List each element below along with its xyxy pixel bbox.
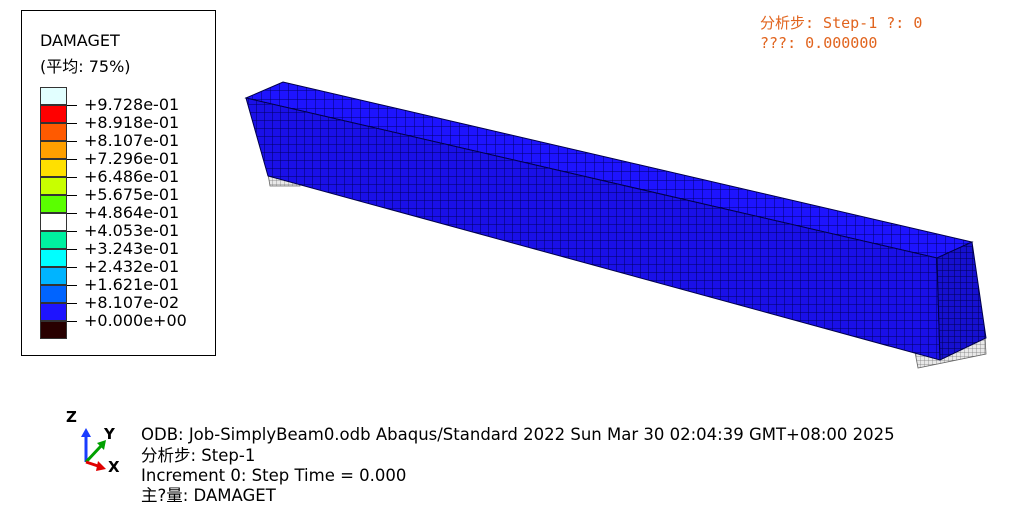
axis-y-label: Y (104, 425, 115, 443)
legend-swatch (40, 195, 67, 213)
legend-value-label: +9.728e-01 (84, 95, 180, 114)
beam-end-face (936, 241, 987, 361)
legend-value-label: +6.486e-01 (84, 167, 180, 186)
legend-value-label: +7.296e-01 (84, 149, 180, 168)
legend-swatch (40, 231, 67, 249)
legend-panel: DAMAGET (平均: 75%) +9.728e-01 +8.918e-01 +8… (21, 10, 216, 356)
legend-value-label: +8.107e-01 (84, 131, 180, 150)
legend-tick (67, 249, 77, 250)
legend-tick (67, 321, 77, 322)
axis-triad (81, 428, 106, 471)
axis-x-label: X (108, 458, 120, 476)
legend-value-label: +1.621e-01 (84, 275, 180, 294)
legend-value-label: +4.864e-01 (84, 203, 180, 222)
legend-value-label: +8.918e-01 (84, 113, 180, 132)
status-step: 分析步: Step-1 ?: 0 (760, 14, 923, 32)
status-frame: ???: 0.000000 (760, 34, 878, 52)
legend-tick (67, 213, 77, 214)
legend-swatch (40, 177, 67, 195)
legend-swatch (40, 159, 67, 177)
legend-swatch (40, 123, 67, 141)
legend-tick (67, 303, 77, 304)
legend-swatch (40, 213, 67, 231)
legend-swatch (40, 285, 67, 303)
legend-swatch (40, 249, 67, 267)
legend-swatch (40, 321, 67, 339)
legend-value-label: +5.675e-01 (84, 185, 180, 204)
legend-value-label: +0.000e+00 (84, 311, 187, 330)
variable-info: 主?量: DAMAGET (141, 486, 276, 505)
legend-value-label: +8.107e-02 (84, 293, 180, 312)
legend-swatch (40, 303, 67, 321)
legend-subtitle: (平均: 75%) (40, 57, 131, 76)
legend-tick (67, 285, 77, 286)
legend-tick (67, 141, 77, 142)
legend-tick (67, 105, 77, 106)
legend-tick (67, 177, 77, 178)
legend-swatch (40, 141, 67, 159)
increment-info: Increment 0: Step Time = 0.000 (141, 466, 407, 485)
legend-swatch (40, 87, 67, 105)
step-info: 分析步: Step-1 (141, 446, 256, 465)
legend-tick (67, 123, 77, 124)
legend-value-label: +2.432e-01 (84, 257, 180, 276)
odb-info: ODB: Job-SimplyBeam0.odb Abaqus/Standard… (141, 425, 895, 444)
legend-tick (67, 195, 77, 196)
axis-z-label: Z (66, 408, 77, 426)
legend-tick (67, 267, 77, 268)
legend-swatch (40, 267, 67, 285)
legend-tick (67, 159, 77, 160)
legend-value-label: +4.053e-01 (84, 221, 180, 240)
legend-value-label: +3.243e-01 (84, 239, 180, 258)
legend-title: DAMAGET (40, 31, 120, 50)
legend-tick (67, 231, 77, 232)
legend-swatch (40, 105, 67, 123)
